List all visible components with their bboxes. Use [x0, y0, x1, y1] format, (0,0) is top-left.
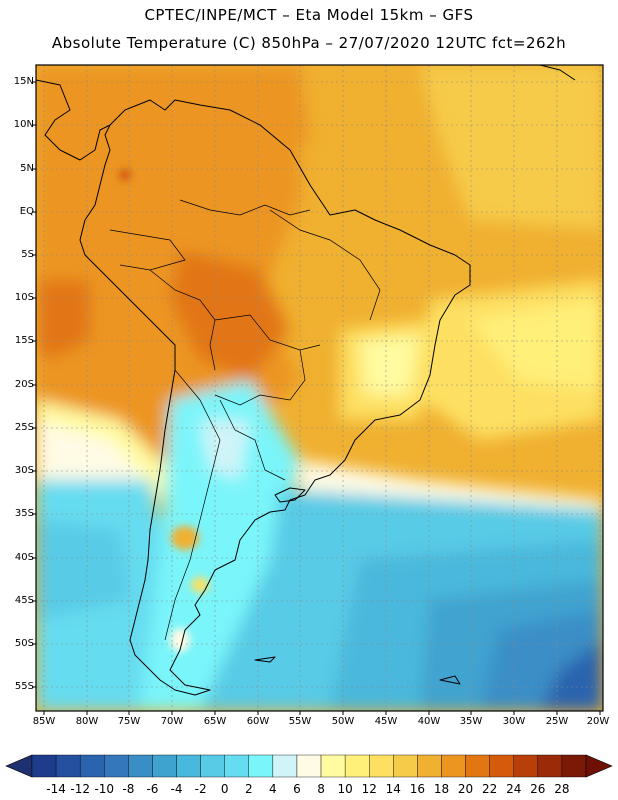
- colorbar-cell: [31, 754, 57, 778]
- lat-label: 15N: [13, 76, 34, 87]
- colorbar-label: 10: [337, 782, 353, 796]
- tick-marks: [32, 81, 601, 715]
- lon-label: 40W: [417, 716, 441, 727]
- lat-label: 40S: [14, 552, 34, 563]
- colorbar-label: -12: [70, 782, 90, 796]
- colorbar-label: 4: [269, 782, 277, 796]
- colorbar-cell: [152, 754, 177, 778]
- colorbar-label: -2: [194, 782, 207, 796]
- title-line-2: Absolute Temperature (C) 850hPa – 27/07/…: [51, 34, 567, 52]
- colorbar-label: -10: [94, 782, 115, 796]
- colorbar-label: 28: [554, 782, 570, 796]
- country-borders: [109, 199, 381, 641]
- colorbar-cell: [296, 754, 322, 778]
- colorbar-label: 22: [482, 782, 498, 796]
- lat-label: 20S: [14, 379, 34, 390]
- lon-label: 65W: [203, 716, 227, 727]
- lat-label: 45S: [14, 595, 34, 606]
- colorbar-cell: [344, 754, 370, 778]
- lon-label: 30W: [502, 716, 526, 727]
- colorbar-cell: [417, 754, 442, 778]
- colorbar-cell: [561, 754, 587, 778]
- colorbar-label: 20: [457, 782, 474, 796]
- colorbar-label: -4: [170, 782, 183, 796]
- lon-label: 35W: [459, 716, 483, 727]
- colorbar-cell: [79, 754, 105, 778]
- colorbar-label: -14: [46, 782, 66, 796]
- colorbar-label: -6: [146, 782, 159, 796]
- colorbar-cell: [465, 754, 490, 778]
- lat-label: 35S: [14, 508, 34, 519]
- lat-label: 50S: [14, 638, 34, 649]
- lon-label: 25W: [545, 716, 569, 727]
- lat-label: 15S: [14, 335, 34, 346]
- coastline: [36, 65, 576, 696]
- lat-label: 30S: [14, 465, 34, 476]
- colorbar-over-arrow: [585, 754, 613, 778]
- colorbar: [5, 754, 613, 778]
- colorbar-cell: [441, 754, 466, 778]
- lon-label: 80W: [75, 716, 99, 727]
- lat-label: 10S: [14, 292, 34, 303]
- colorbar-cell: [176, 754, 201, 778]
- colorbar-cell: [128, 754, 153, 778]
- colorbar-cell: [513, 754, 539, 778]
- colorbar-label: 24: [506, 782, 522, 796]
- colorbar-label: 2: [244, 782, 253, 796]
- colorbar-label: 8: [317, 782, 325, 796]
- colorbar-label: 0: [220, 782, 229, 796]
- lat-label: 10N: [13, 119, 34, 130]
- colorbar-cell: [320, 754, 346, 778]
- lon-label: 70W: [160, 716, 184, 727]
- colorbar-cell: [393, 754, 418, 778]
- lon-label: 55W: [288, 716, 312, 727]
- title-line-1: CPTEC/INPE/MCT – Eta Model 15km – GFS: [144, 6, 474, 24]
- lon-label: 75W: [117, 716, 141, 727]
- colorbar-cell: [272, 754, 298, 778]
- colorbar-cell: [224, 754, 249, 778]
- lat-label: 25S: [14, 422, 34, 433]
- colorbar-cell: [537, 754, 563, 778]
- lat-label: 5S: [21, 249, 34, 260]
- lon-label: 20W: [586, 716, 610, 727]
- colorbar-cell: [369, 754, 394, 778]
- colorbar-cell: [248, 754, 274, 778]
- colorbar-label: 6: [293, 782, 301, 796]
- lon-label: 45W: [374, 716, 398, 727]
- lon-label: 85W: [32, 716, 56, 727]
- temperature-field: [36, 65, 603, 711]
- colorbar-label: 14: [385, 782, 401, 796]
- colorbar-label: -8: [122, 782, 135, 796]
- colorbar-cell: [200, 754, 225, 778]
- colorbar-label: 26: [530, 782, 546, 796]
- colorbar-label: 12: [361, 782, 377, 796]
- lat-label: 55S: [14, 681, 34, 692]
- colorbar-under-arrow: [5, 754, 33, 778]
- lon-label: 50W: [331, 716, 355, 727]
- lon-label: 60W: [246, 716, 270, 727]
- colorbar-label: 16: [409, 782, 426, 796]
- lat-label: EQ: [19, 206, 34, 217]
- colorbar-label: 18: [433, 782, 450, 796]
- colorbar-cell: [104, 754, 129, 778]
- map-frame: [35, 64, 604, 712]
- colorbar-cell: [489, 754, 514, 778]
- lat-label: 5N: [20, 163, 34, 174]
- colorbar-cell: [55, 754, 81, 778]
